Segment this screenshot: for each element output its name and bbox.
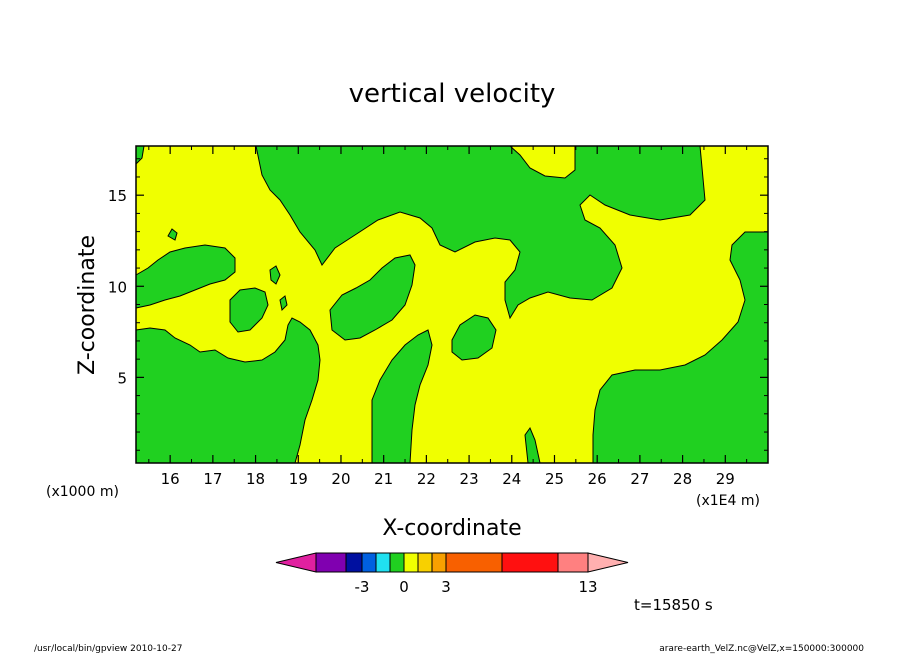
x-tick-label: 27 [630,470,649,488]
colorbar-label: -3 [355,578,370,596]
region-upper-band [255,145,706,320]
y-tick-label: 5 [117,369,127,387]
colorbar-segment [375,552,391,573]
x-tick-label: 28 [673,470,692,488]
colorbar-segment [361,552,377,573]
region-left-upper [135,244,236,309]
colorbar-label: 3 [441,578,451,596]
colorbar-segment [501,552,559,573]
footer-left: /usr/local/bin/gpview 2010-10-27 [34,644,182,654]
region-center-a [329,254,416,341]
y-axis-label: Z-coordinate [75,235,100,375]
colorbar-segment [431,552,447,573]
x-tick-label: 29 [716,470,735,488]
region-left-lower [135,317,321,464]
colorbar-arrow-left [275,552,317,573]
x-tick-label: 24 [502,470,521,488]
colorbar-segment [403,552,419,573]
y-unit-label: (x1000 m) [46,484,119,500]
colorbar-segment [315,552,347,573]
region-small-d [279,295,288,312]
x-tick-label: 20 [331,470,350,488]
x-tick-label: 26 [588,470,607,488]
region-center-c [451,314,497,361]
region-small-b [167,228,178,241]
chart-title: vertical velocity [349,79,556,109]
x-tick-label: 16 [161,470,180,488]
x-tick-label: 23 [460,470,479,488]
green-regions [135,145,769,464]
region-center-b [371,329,433,464]
colorbar-segment [557,552,589,573]
colorbar [275,552,629,573]
colorbar-segment [389,552,405,573]
footer-right: arare-earth_VelZ.nc@VelZ,x=150000:300000 [659,644,864,654]
x-unit-label: (x1E4 m) [696,493,760,509]
region-bottom-a [524,426,541,464]
colorbar-arrow-right [587,552,629,573]
colorbar-label: 0 [399,578,409,596]
y-tick-label: 10 [108,278,127,296]
x-tick-label: 18 [246,470,265,488]
colorbar-labels: -3 0 3 13 [355,578,598,596]
region-small-a [229,287,269,333]
y-tick-label: 15 [108,187,127,205]
region-small-c [269,265,281,285]
time-label: t=15850 s [634,596,713,614]
colorbar-segment [445,552,503,573]
x-tick-label: 21 [374,470,393,488]
colorbar-segment [417,552,433,573]
x-tick-label: 25 [545,470,564,488]
colorbar-segment [345,552,363,573]
plot-area: 16 17 18 19 20 21 22 23 24 25 26 27 28 29 5 10 15 [108,145,769,488]
y-ticks: 5 10 15 [108,158,768,451]
x-ticks: 16 17 18 19 20 21 22 23 24 25 26 27 28 29 [148,146,748,488]
x-tick-label: 22 [417,470,436,488]
x-tick-label: 17 [203,470,222,488]
colorbar-label: 13 [578,578,597,596]
region-right [592,231,769,464]
x-tick-label: 19 [289,470,308,488]
x-axis-label: X-coordinate [382,516,521,541]
